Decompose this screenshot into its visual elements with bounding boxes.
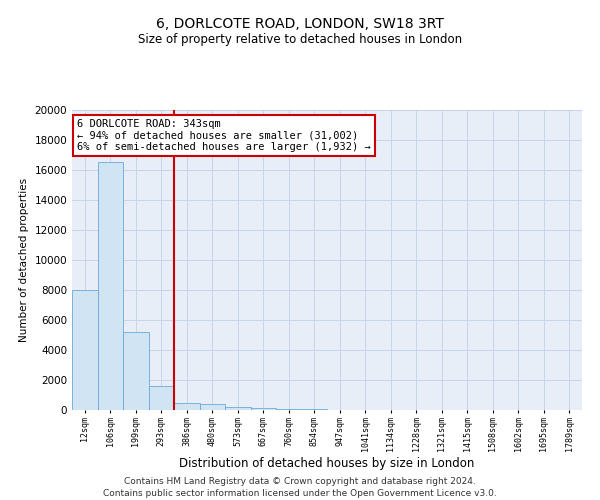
Bar <box>149 386 174 410</box>
Bar <box>199 404 225 410</box>
Bar <box>97 162 123 410</box>
Bar <box>276 408 302 410</box>
Text: 6 DORLCOTE ROAD: 343sqm
← 94% of detached houses are smaller (31,002)
6% of semi: 6 DORLCOTE ROAD: 343sqm ← 94% of detache… <box>77 119 371 152</box>
Bar <box>123 332 149 410</box>
Bar <box>225 408 251 410</box>
Bar <box>72 290 97 410</box>
Bar <box>302 409 327 410</box>
Y-axis label: Number of detached properties: Number of detached properties <box>19 178 29 342</box>
X-axis label: Distribution of detached houses by size in London: Distribution of detached houses by size … <box>179 458 475 470</box>
Bar <box>251 408 276 410</box>
Text: 6, DORLCOTE ROAD, LONDON, SW18 3RT: 6, DORLCOTE ROAD, LONDON, SW18 3RT <box>156 18 444 32</box>
Text: Size of property relative to detached houses in London: Size of property relative to detached ho… <box>138 32 462 46</box>
Text: Contains HM Land Registry data © Crown copyright and database right 2024.: Contains HM Land Registry data © Crown c… <box>124 478 476 486</box>
Bar <box>174 403 199 410</box>
Text: Contains public sector information licensed under the Open Government Licence v3: Contains public sector information licen… <box>103 489 497 498</box>
